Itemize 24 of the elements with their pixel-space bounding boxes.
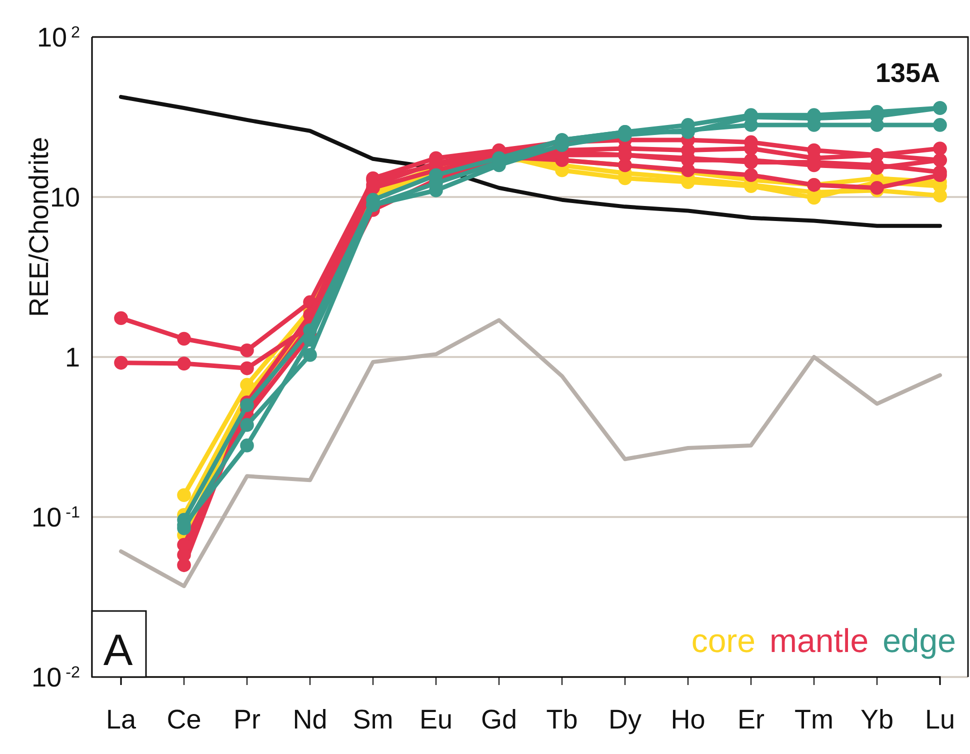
y-tick-label: 10$^{-1}$ xyxy=(32,502,80,532)
text: edge xyxy=(882,622,956,659)
y-tick-label: 10 xyxy=(50,182,80,212)
x-tick-label: Ho xyxy=(670,704,706,734)
x-tick-label: Yb xyxy=(860,704,894,734)
x-tick-label: Lu xyxy=(924,704,956,734)
y-tick-label: 1 xyxy=(64,342,80,372)
text: mantle xyxy=(770,622,869,659)
annotation: A xyxy=(103,626,134,675)
y-tick-label: 10$^{2}$ xyxy=(36,22,80,52)
x-tick-label: Ce xyxy=(166,704,202,734)
x-tick-label: Tb xyxy=(546,704,578,734)
x-tick-label: Sm xyxy=(352,704,394,734)
x-tick-label: Eu xyxy=(419,704,453,734)
x-tick-label: Pr xyxy=(234,704,261,734)
text: core xyxy=(691,622,756,659)
y-tick-label: 10$^{-2}$ xyxy=(32,662,80,692)
x-tick-label: La xyxy=(106,704,137,734)
x-tick-label: Dy xyxy=(608,704,642,734)
x-tick-label: Nd xyxy=(292,704,328,734)
x-tick-label: Tm xyxy=(794,704,834,734)
x-tick-label: Er xyxy=(738,704,765,734)
annotation: 135A xyxy=(875,58,940,88)
x-tick-label: Gd xyxy=(480,704,518,734)
